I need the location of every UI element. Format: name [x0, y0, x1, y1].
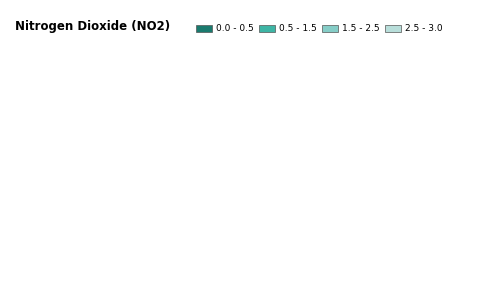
Text: Nitrogen Dioxide (NO2): Nitrogen Dioxide (NO2) [15, 20, 170, 32]
Legend: 0.0 - 0.5, 0.5 - 1.5, 1.5 - 2.5, 2.5 - 3.0: 0.0 - 0.5, 0.5 - 1.5, 1.5 - 2.5, 2.5 - 3… [196, 25, 442, 34]
